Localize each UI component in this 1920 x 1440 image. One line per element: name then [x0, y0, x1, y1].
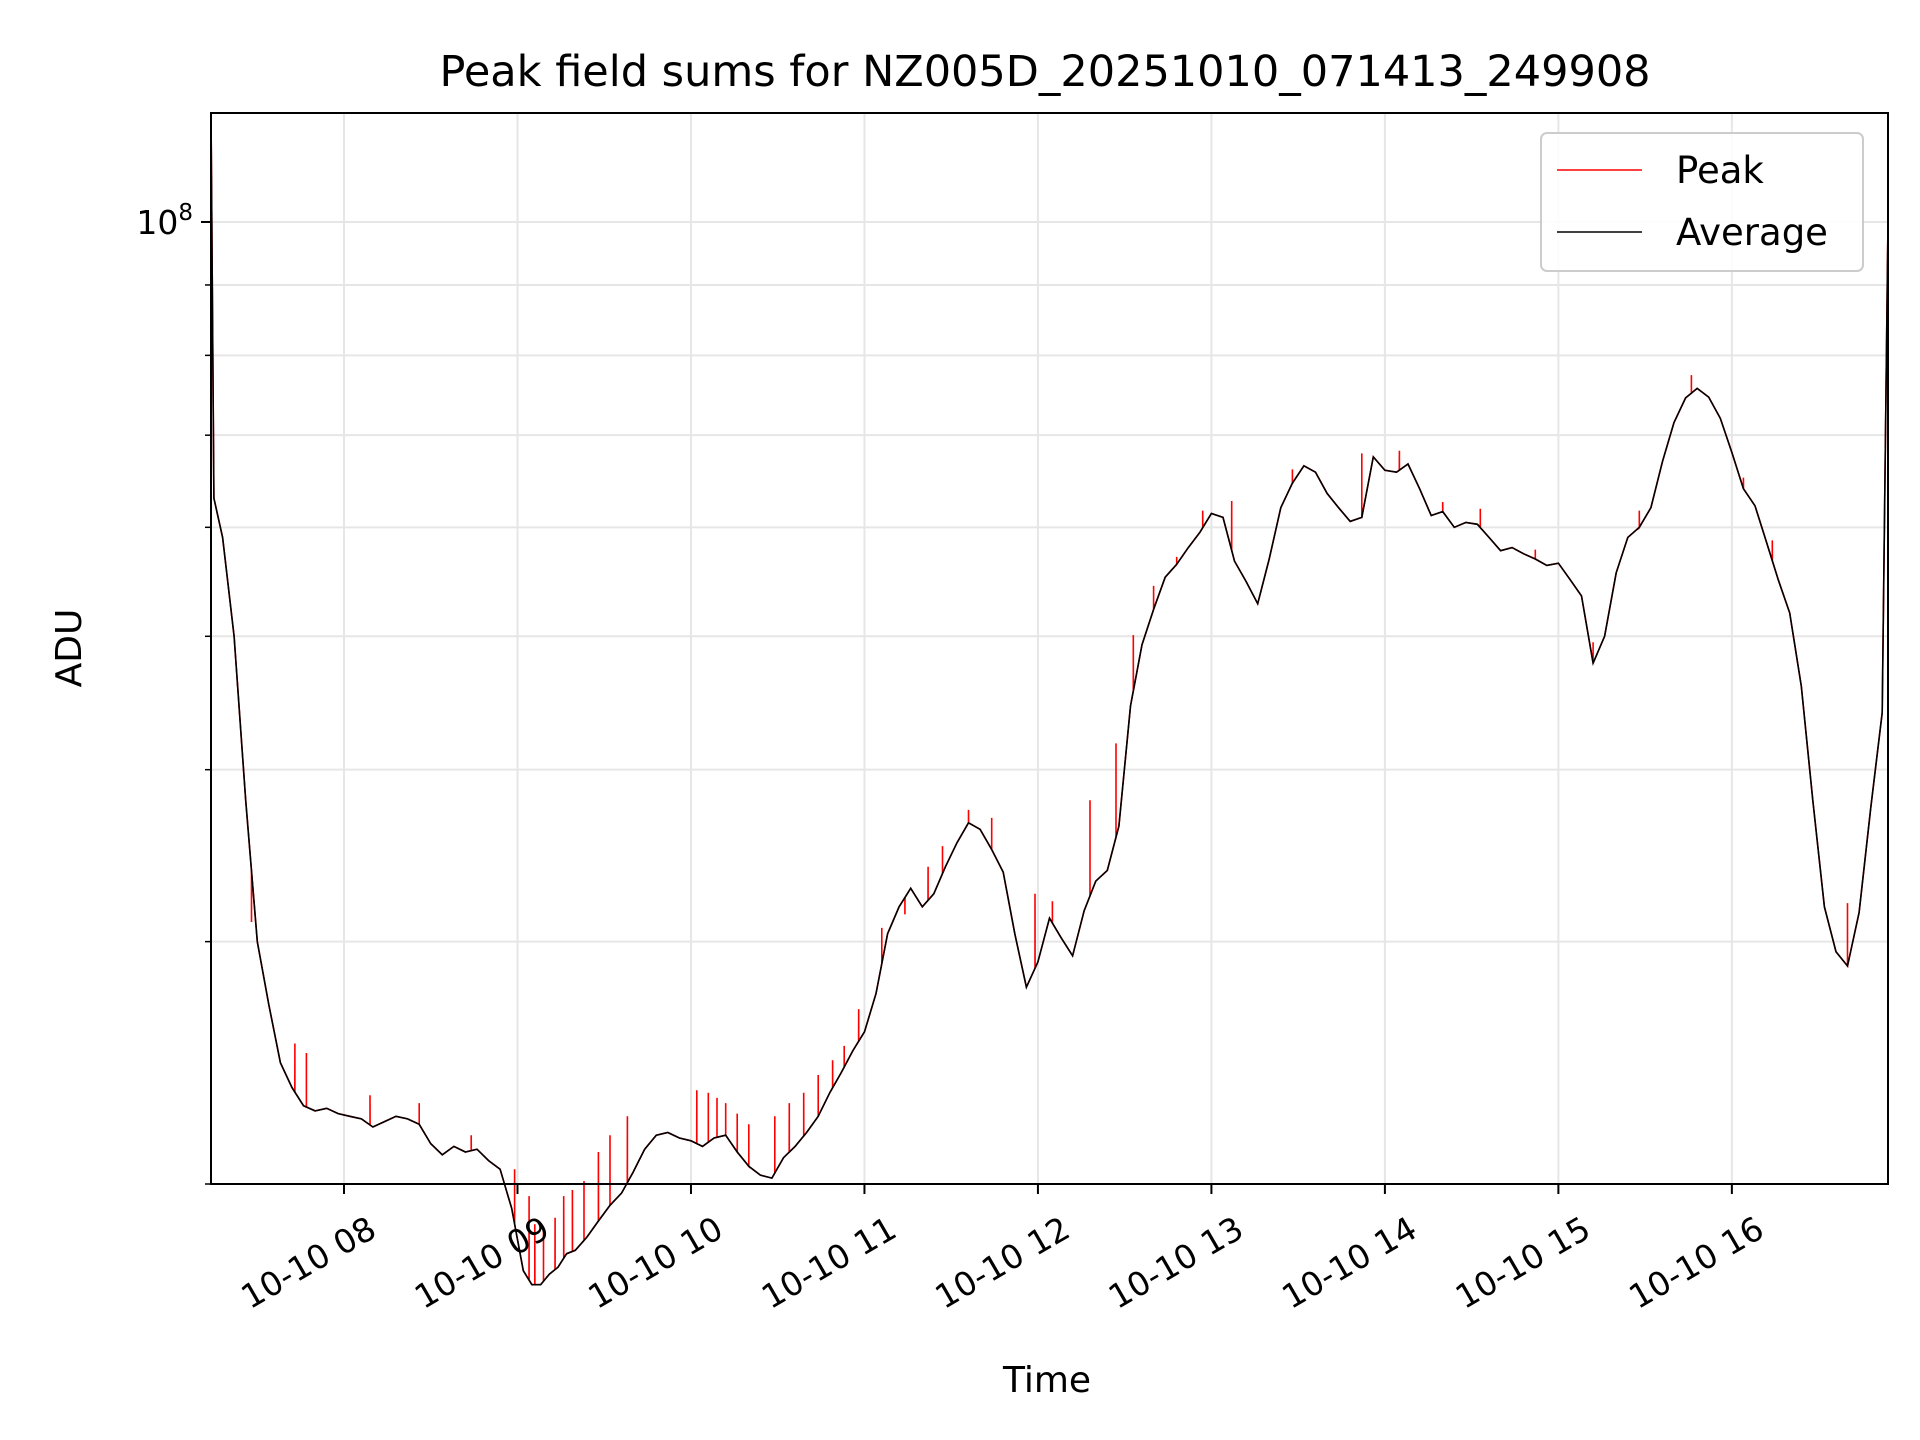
average-series-line [210, 112, 1889, 1286]
chart-title: Peak field sums for NZ005D_20251010_0714… [439, 47, 1650, 97]
y-tick-label: 108 [136, 200, 193, 242]
y-axis-label: ADU [49, 609, 90, 688]
legend: Peak Average [1540, 132, 1864, 272]
legend-label-average: Average [1676, 211, 1828, 254]
series-layer [210, 112, 1889, 1286]
legend-box [1540, 132, 1864, 272]
plot-area-frame [210, 112, 1889, 1185]
x-axis-label: Time [1002, 1360, 1091, 1401]
legend-label-peak: Peak [1676, 149, 1764, 192]
